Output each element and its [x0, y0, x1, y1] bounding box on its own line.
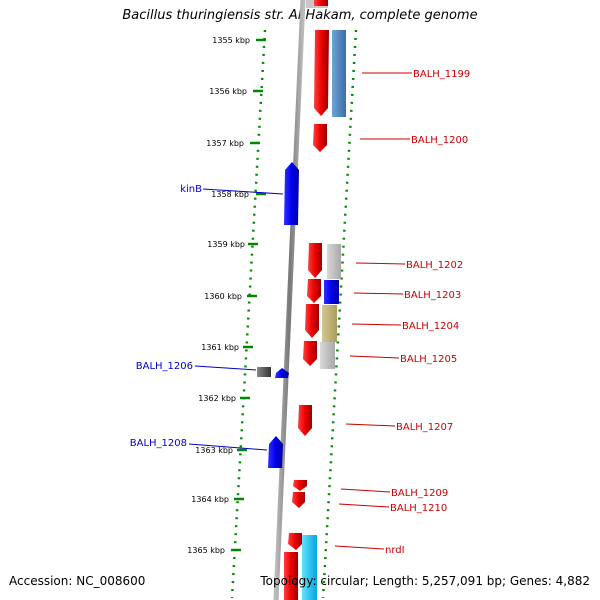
label-balh-1210[interactable]: BALH_1210	[390, 503, 447, 514]
label-balh-1205[interactable]: BALH_1205	[400, 354, 457, 365]
topology-text: Topology: circular; Length: 5,257,091 bp…	[260, 574, 590, 588]
label-kinb[interactable]: kinB	[180, 184, 202, 195]
tick-label: 1358 kbp	[211, 190, 249, 199]
gene-balh-1202[interactable]	[308, 243, 322, 278]
label-nrdi[interactable]: nrdI	[385, 545, 405, 556]
gene-nrdi[interactable]	[288, 533, 302, 550]
gene-balh-1203[interactable]	[307, 279, 321, 303]
gene-balh-1200[interactable]	[313, 124, 327, 152]
left-dotted-ring	[230, 29, 267, 599]
feature-balh-1204-annotation[interactable]	[322, 305, 337, 342]
tick-1361: 1361 kbp	[201, 343, 253, 352]
tick-label: 1362 kbp	[198, 394, 236, 403]
gene-balh-1205[interactable]	[303, 341, 317, 366]
feature-balh-1205-annotation[interactable]	[320, 342, 335, 369]
tick-label: 1357 kbp	[206, 139, 244, 148]
feature-balh-1199-annotation[interactable]	[332, 30, 346, 117]
tick-1355: 1355 kbp	[212, 36, 266, 45]
tick-label: 1359 kbp	[207, 240, 245, 249]
tick-label: 1365 kbp	[187, 546, 225, 555]
label-balh-1203[interactable]: BALH_1203	[404, 290, 461, 301]
forward-genes	[284, 30, 346, 600]
label-balh-1199[interactable]: BALH_1199	[413, 69, 470, 80]
gene-balh-1210[interactable]	[292, 492, 305, 508]
label-balh-1207[interactable]: BALH_1207	[396, 422, 453, 433]
gene-balh-1206[interactable]	[275, 368, 289, 378]
gene-balh-1209[interactable]	[293, 480, 307, 491]
leader-lines	[188, 72, 412, 550]
gene-balh-1206-grey[interactable]	[257, 367, 271, 377]
tick-label: 1360 kbp	[204, 292, 242, 301]
label-balh-1206[interactable]: BALH_1206	[136, 361, 193, 372]
gene-fragment-top	[314, 0, 328, 6]
tick-1365: 1365 kbp	[187, 546, 241, 555]
label-balh-1200[interactable]: BALH_1200	[411, 135, 468, 146]
gene-balh-1207[interactable]	[298, 405, 312, 436]
gene-balh-1204[interactable]	[305, 304, 319, 338]
label-balh-1208[interactable]: BALH_1208	[130, 438, 187, 449]
tick-1357: 1357 kbp	[206, 139, 260, 148]
gene-balh-1208[interactable]	[268, 436, 283, 468]
feature-bottom-cyan[interactable]	[302, 535, 317, 600]
tick-label: 1364 kbp	[191, 495, 229, 504]
tick-1364: 1364 kbp	[191, 495, 244, 504]
accession-text: Accession: NC_008600	[9, 574, 146, 588]
tick-label: 1355 kbp	[212, 36, 250, 45]
tick-1363: 1363 kbp	[195, 446, 247, 455]
genome-backbone	[273, 0, 306, 600]
feature-balh-1203-annotation[interactable]	[324, 280, 339, 304]
tick-1360: 1360 kbp	[204, 292, 257, 301]
tick-label: 1356 kbp	[209, 87, 247, 96]
gene-balh-1199[interactable]	[314, 30, 329, 116]
tick-label: 1363 kbp	[195, 446, 233, 455]
tick-1358: 1358 kbp	[211, 190, 266, 199]
gene-kinb[interactable]	[284, 162, 299, 225]
tick-1362: 1362 kbp	[198, 394, 250, 403]
tick-1356: 1356 kbp	[209, 87, 263, 96]
tick-group: 1355 kbp 1356 kbp 1357 kbp 1358 kbp 1359…	[187, 36, 266, 555]
label-balh-1209[interactable]: BALH_1209	[391, 488, 448, 499]
gene-labels: BALH_1199 BALH_1200 kinB BALH_1202 BALH_…	[130, 69, 471, 556]
gene-bottom-red[interactable]	[284, 552, 298, 600]
label-balh-1202[interactable]: BALH_1202	[406, 260, 463, 271]
tick-label: 1361 kbp	[201, 343, 239, 352]
tick-1359: 1359 kbp	[207, 240, 258, 249]
label-balh-1204[interactable]: BALH_1204	[402, 321, 459, 332]
feature-balh-1202-annotation[interactable]	[327, 244, 341, 279]
reverse-genes	[257, 162, 299, 468]
